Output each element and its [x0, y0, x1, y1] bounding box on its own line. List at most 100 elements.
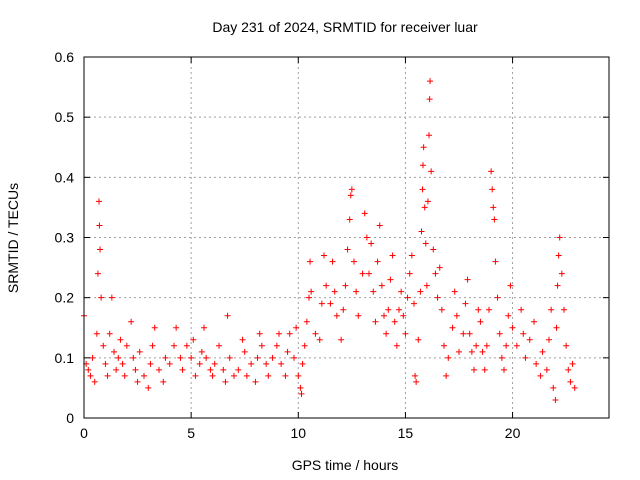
data-point [353, 288, 360, 295]
data-point [503, 342, 510, 349]
data-point [486, 306, 492, 313]
data-point [198, 348, 205, 355]
data-point [479, 348, 486, 355]
data-point [273, 342, 280, 349]
data-point [342, 282, 349, 289]
data-point [149, 342, 156, 349]
data-point [115, 354, 122, 361]
data-point [398, 288, 405, 295]
data-point [298, 390, 305, 397]
data-point [252, 378, 259, 385]
data-point [415, 336, 422, 343]
data-point [179, 366, 186, 373]
data-point [381, 312, 387, 319]
data-point [104, 372, 111, 379]
data-point [256, 330, 263, 337]
data-point [389, 252, 396, 259]
data-point [385, 306, 392, 313]
data-point [201, 324, 207, 331]
data-point [128, 318, 135, 325]
data-point [329, 258, 336, 265]
data-point [449, 324, 456, 331]
axis-ticks: 0 0.1 0.2 0.3 0.4 0.5 0.6 0 5 10 15 20 [55, 49, 609, 441]
data-point [248, 360, 255, 367]
data-point [453, 312, 460, 319]
data-point [297, 384, 304, 391]
data-point [368, 240, 375, 247]
data-point [466, 330, 473, 337]
data-point [513, 342, 520, 349]
data-point [316, 336, 323, 343]
data-point [464, 276, 471, 283]
data-point [412, 372, 419, 379]
data-point [563, 342, 570, 349]
data-point [338, 336, 345, 343]
data-point [183, 342, 190, 349]
data-point [265, 372, 272, 379]
data-point [98, 294, 105, 301]
data-point [258, 342, 265, 349]
data-point [85, 366, 92, 373]
data-point [203, 354, 210, 361]
data-point [308, 288, 315, 295]
data-point [111, 348, 117, 355]
data-point [426, 96, 433, 103]
y-tick-label: 0.3 [55, 230, 75, 246]
data-point [496, 330, 503, 337]
data-point [468, 348, 475, 355]
data-point [231, 372, 237, 379]
x-tick-label: 15 [398, 425, 414, 441]
data-point [490, 204, 497, 211]
data-point [94, 270, 101, 277]
y-axis-label: SRMTID / TECUs [5, 183, 21, 293]
data-point [413, 378, 420, 385]
data-point [548, 306, 555, 313]
data-point [550, 384, 557, 391]
data-point [147, 360, 154, 367]
data-point [374, 258, 381, 265]
data-point [488, 168, 495, 175]
data-point [456, 348, 462, 355]
data-point [160, 378, 167, 385]
data-point [445, 354, 452, 361]
data-point [434, 294, 441, 301]
data-point [387, 276, 394, 283]
data-point [209, 372, 216, 379]
data-point [224, 312, 231, 319]
data-point [481, 366, 488, 373]
data-point [188, 354, 195, 361]
data-point [141, 372, 147, 379]
data-point [299, 360, 306, 367]
data-point [295, 372, 302, 379]
data-point [291, 354, 297, 361]
data-point [269, 354, 276, 361]
data-point [284, 348, 291, 355]
data-point [282, 372, 289, 379]
data-point [526, 336, 533, 343]
data-point [471, 366, 477, 373]
data-point [404, 294, 411, 301]
data-point [366, 270, 372, 277]
data-point [278, 360, 285, 367]
data-point [555, 252, 562, 259]
data-point [505, 312, 512, 319]
data-point [533, 360, 540, 367]
data-point [507, 282, 514, 289]
data-point [340, 306, 347, 313]
data-point [391, 318, 398, 325]
data-point [87, 372, 94, 379]
data-point [113, 366, 120, 373]
data-point [552, 396, 559, 403]
data-point [501, 366, 507, 373]
data-point [556, 234, 563, 241]
data-point [276, 330, 282, 337]
data-point [546, 336, 552, 343]
data-point [383, 330, 390, 337]
chart-title: Day 231 of 2024, SRMTID for receiver lua… [212, 19, 478, 35]
data-point [522, 354, 529, 361]
data-point [408, 252, 415, 259]
data-point [370, 288, 377, 295]
data-point [451, 288, 458, 295]
data-point [348, 186, 355, 193]
x-axis-label: GPS time / hours [292, 457, 399, 473]
